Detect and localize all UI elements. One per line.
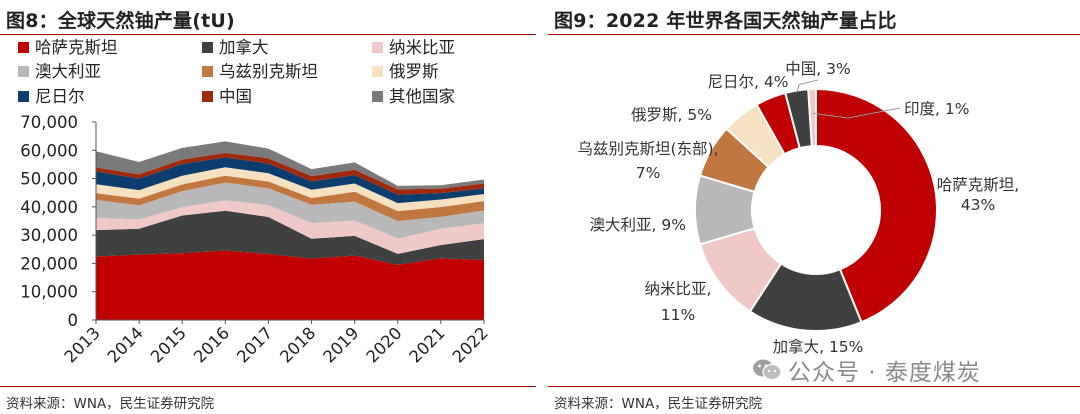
legend-label: 加拿大 [219, 37, 269, 57]
legend-swatch [18, 91, 29, 102]
left-figure-panel: 图8：全球天然铀产量(tU) 哈萨克斯坦 加拿大 纳米比亚澳大利亚 乌兹别克斯坦 俄罗斯… [0, 0, 536, 414]
legend-label: 尼日尔 [35, 87, 85, 106]
x-tick-label: 2021 [406, 323, 449, 366]
x-tick-label: 2014 [104, 323, 147, 366]
slice-label: 中国, 3% [785, 60, 850, 78]
legend-swatch [202, 42, 213, 53]
x-tick-label: 2015 [147, 323, 190, 366]
y-tick-label: 10,000 [20, 283, 78, 302]
donut-slice [815, 87, 938, 324]
legend-label: 哈萨克斯坦 [35, 38, 118, 57]
wechat-icon [752, 358, 782, 382]
right-figure-title: 图9：2022 年世界各国天然铀产量占比 [554, 10, 897, 32]
legend-swatch [372, 66, 383, 77]
legend-swatch [372, 91, 383, 102]
legend-item: 纳米比亚 [372, 38, 455, 57]
right-figure-panel: 图9：2022 年世界各国天然铀产量占比 哈萨克斯坦, 43% 加拿大, 15% 纳米… [548, 0, 1080, 414]
slice-label: 纳米比亚, 11% [645, 280, 712, 324]
area-series [96, 200, 484, 254]
legend-item: 中国 [202, 87, 252, 106]
y-tick-label: 70,000 [20, 113, 78, 132]
legend-swatch [18, 42, 29, 53]
y-tick-label: 0 [68, 311, 79, 330]
right-source-rule [548, 386, 1080, 387]
slice-label: 乌兹别克斯坦(东部), 7% [577, 140, 718, 182]
x-tick-label: 2020 [362, 323, 405, 366]
area-series [96, 182, 484, 239]
left-source-text: 资料来源：WNA，民生证券研究院 [6, 396, 215, 412]
legend-swatch [372, 42, 383, 53]
slice-label: 哈萨克斯坦, 43% [937, 176, 1019, 214]
right-source-text: 资料来源：WNA，民生证券研究院 [554, 396, 763, 412]
y-tick-label: 20,000 [20, 254, 78, 273]
legend-label: 其他国家 [389, 87, 455, 106]
y-tick-label: 50,000 [20, 170, 78, 189]
legend-label: 俄罗斯 [389, 62, 439, 81]
x-tick-label: 2022 [449, 323, 492, 366]
right-title-rule [548, 34, 1080, 35]
leader-line [812, 107, 901, 119]
slice-label: 俄罗斯, 5% [631, 106, 712, 124]
area-series [96, 175, 484, 222]
legend-item: 乌兹别克斯坦 [202, 62, 318, 81]
slice-label: 澳大利亚, 9% [590, 216, 686, 234]
leader-line [796, 79, 819, 93]
area-series [96, 167, 484, 212]
slice-label: 印度, 1% [904, 100, 969, 118]
legend-item: 澳大利亚 [18, 62, 101, 81]
area-series [96, 210, 484, 265]
legend-label: 中国 [219, 87, 252, 106]
area-series [96, 157, 484, 204]
x-tick-label: 2018 [276, 323, 319, 366]
watermark: 公众号 · 泰度煤炭 [752, 354, 981, 386]
area-series [96, 152, 484, 195]
y-tick-label: 40,000 [20, 198, 78, 217]
x-tick-label: 2019 [319, 323, 362, 366]
legend-item: 俄罗斯 [372, 62, 439, 81]
y-tick-label: 30,000 [20, 226, 78, 245]
legend-item: 尼日尔 [18, 87, 85, 106]
legend-item: 哈萨克斯坦 [18, 38, 118, 57]
legend-label: 纳米比亚 [389, 38, 455, 57]
watermark-text: 公众号 · 泰度煤炭 [788, 360, 981, 386]
legend-label: 乌兹别克斯坦 [219, 62, 318, 81]
left-source-rule [0, 386, 536, 387]
donut-slice [807, 87, 817, 148]
legend-item: 其他国家 [372, 87, 455, 106]
donut-chart: 哈萨克斯坦, 43% 加拿大, 15% 纳米比亚, 11% 澳大利亚, 9% 乌兹别克斯坦(… [577, 60, 1019, 356]
legend-swatch [18, 66, 29, 77]
legend-swatch [202, 91, 213, 102]
slice-label: 加拿大, 15% [773, 337, 864, 356]
legend-item: 加拿大 [202, 37, 269, 57]
x-tick-label: 2017 [233, 323, 276, 366]
area-series [96, 250, 484, 320]
left-figure-title: 图8：全球天然铀产量(tU) [6, 10, 235, 32]
left-title-rule [0, 34, 536, 35]
area-series [96, 141, 484, 190]
slice-label: 尼日尔, 4% [708, 73, 789, 91]
legend-swatch [202, 66, 213, 77]
y-tick-label: 60,000 [20, 141, 78, 160]
x-tick-label: 2016 [190, 323, 233, 366]
legend-label: 澳大利亚 [35, 62, 101, 81]
